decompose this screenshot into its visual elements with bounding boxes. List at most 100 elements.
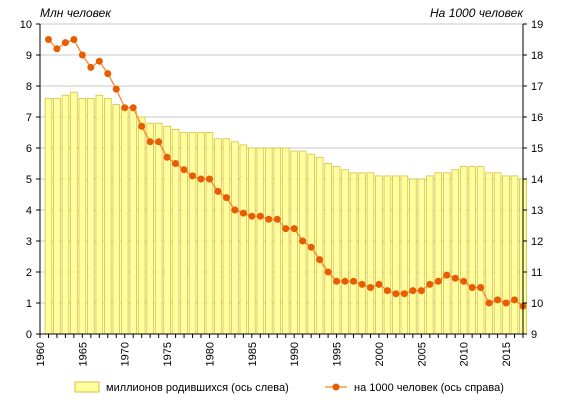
line-point — [324, 268, 332, 276]
line-point — [104, 70, 112, 78]
bar — [442, 172, 451, 335]
line-point — [375, 280, 383, 288]
left-tick-label: 5 — [26, 174, 32, 186]
bar — [349, 172, 358, 335]
line-point — [129, 104, 137, 112]
line-point — [121, 104, 129, 112]
legend: миллионов родившихся (ось слева) на 1000… — [74, 381, 504, 394]
left-tick-label: 3 — [26, 236, 32, 248]
left-tick-label: 10 — [20, 19, 32, 31]
bar — [61, 94, 70, 335]
bar — [87, 98, 95, 335]
left-tick-label: 7 — [26, 112, 32, 124]
right-tick-label: 12 — [531, 236, 543, 248]
right-tick-label: 17 — [531, 81, 543, 93]
x-tick-label: 1965 — [77, 342, 89, 366]
line-point — [485, 299, 493, 307]
bar — [434, 172, 443, 335]
bar — [358, 172, 366, 335]
line-point — [400, 290, 408, 298]
line-point — [299, 237, 307, 245]
bar — [95, 94, 104, 335]
x-tick-label: 1970 — [120, 342, 132, 366]
line-point — [205, 175, 213, 183]
bar — [409, 178, 417, 335]
x-tick-label: 1975 — [162, 342, 174, 366]
line-point — [146, 138, 154, 146]
right-tick-label: 14 — [531, 174, 543, 186]
bar — [315, 156, 324, 335]
bar — [510, 175, 519, 335]
left-tick-label: 4 — [26, 205, 32, 217]
bar — [205, 132, 214, 335]
right-tick-label: 15 — [531, 143, 543, 155]
bar — [485, 172, 493, 335]
right-tick-label: 11 — [531, 267, 542, 279]
bar — [129, 110, 138, 335]
bar — [120, 107, 129, 335]
line-point — [78, 51, 86, 59]
bar — [281, 147, 290, 335]
x-tick-label: 2010 — [459, 342, 471, 366]
line-point — [256, 212, 264, 220]
bar — [392, 175, 400, 335]
bar — [70, 91, 78, 335]
right-tick-label: 18 — [531, 50, 543, 62]
line-point — [189, 172, 197, 180]
bar — [78, 98, 87, 335]
line-point — [341, 277, 349, 285]
line-point — [70, 36, 78, 43]
x-tick-label: 1960 — [35, 342, 47, 366]
line-point — [333, 277, 341, 285]
bar — [324, 163, 332, 335]
x-tick-label: 1980 — [204, 342, 216, 366]
bar — [476, 166, 485, 335]
bar — [290, 150, 298, 335]
line-point — [248, 212, 256, 220]
right-tick-label: 13 — [531, 205, 543, 217]
line-point — [307, 243, 315, 251]
axes — [36, 23, 527, 338]
line-point — [443, 271, 451, 279]
x-tick-label: 2015 — [501, 342, 513, 366]
bar — [239, 144, 248, 335]
left-tick-label: 8 — [26, 81, 32, 93]
bar — [451, 169, 459, 335]
line-point — [460, 277, 468, 285]
line-point — [265, 215, 273, 223]
bar — [459, 166, 468, 335]
left-axis-title: Млн человек — [40, 6, 112, 20]
line-point — [239, 209, 247, 217]
bar — [53, 98, 61, 335]
legend-line-label: на 1000 человек (ось справа) — [354, 382, 504, 394]
line-point — [273, 215, 281, 223]
line-point — [61, 39, 69, 47]
right-tick-label: 9 — [531, 329, 537, 341]
bar — [273, 147, 282, 335]
left-tick-label: 2 — [26, 267, 32, 279]
line-point — [231, 206, 239, 214]
bar — [383, 175, 392, 335]
legend-bar-swatch — [74, 381, 100, 393]
x-tick-label: 2005 — [416, 342, 428, 366]
right-axis-title: На 1000 человек — [430, 6, 524, 20]
line-point — [451, 274, 459, 282]
bar — [493, 172, 502, 335]
line-point — [350, 277, 358, 285]
bar — [375, 175, 383, 335]
bar — [137, 116, 146, 335]
line-point — [426, 280, 434, 288]
right-tick-label: 10 — [531, 298, 543, 310]
line-point — [511, 296, 519, 304]
line-point — [163, 153, 171, 161]
bar — [502, 175, 510, 335]
line-point — [95, 57, 103, 65]
line-point — [383, 287, 391, 295]
x-tick-label: 1985 — [247, 342, 259, 366]
line-series — [44, 36, 527, 310]
line-point — [44, 36, 52, 43]
line-point — [358, 280, 366, 288]
line-point — [155, 138, 163, 146]
